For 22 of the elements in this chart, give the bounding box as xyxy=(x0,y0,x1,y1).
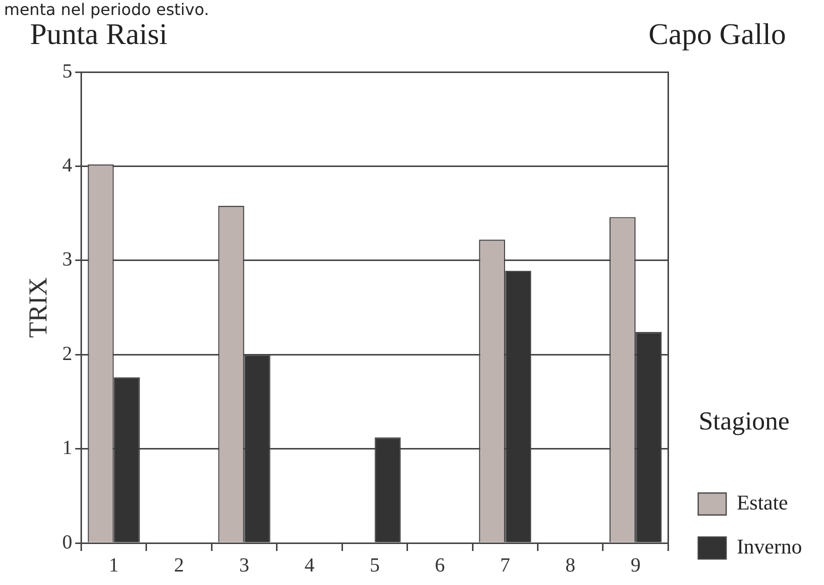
x-tick-label: 9 xyxy=(630,554,641,576)
text: Punta Raisi xyxy=(30,18,168,52)
text: Capo Gallo xyxy=(648,18,786,52)
x-tick-label: 3 xyxy=(239,554,250,576)
legend-label: Estate xyxy=(736,490,788,515)
x-tick-label: 4 xyxy=(304,554,314,576)
y-tick-label: 2 xyxy=(62,342,72,365)
y-tick-label: 4 xyxy=(62,154,72,176)
text: menta nel periodo estivo. xyxy=(4,0,210,19)
y-axis-title: TRIX xyxy=(23,276,52,338)
legend-label: Inverno xyxy=(736,534,802,559)
x-tick-label: 2 xyxy=(174,554,184,576)
y-tick-label: 0 xyxy=(62,531,72,554)
x-tick-label: 6 xyxy=(434,554,445,576)
y-tick-label: 5 xyxy=(62,60,72,82)
y-tick-label: 1 xyxy=(62,437,72,460)
x-tick-label: 1 xyxy=(108,554,119,576)
legend-title: Stagione xyxy=(698,406,790,436)
x-tick-label: 5 xyxy=(370,554,380,576)
x-tick-label: 8 xyxy=(565,554,576,576)
y-tick-label: 3 xyxy=(62,248,72,271)
x-tick-label: 7 xyxy=(500,554,510,576)
